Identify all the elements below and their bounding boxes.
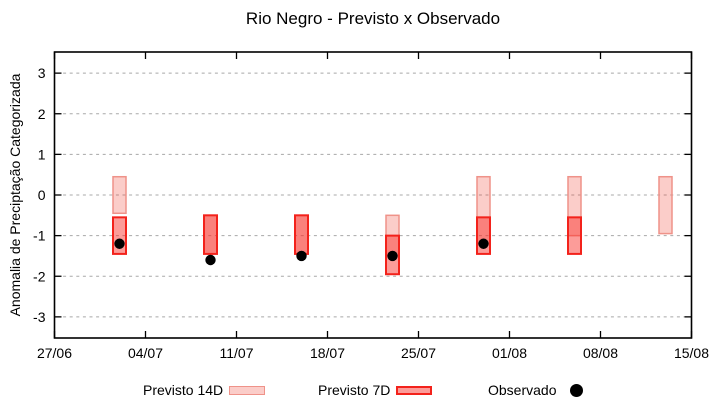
x-tick-label-27/06: 27/06 [37,345,72,361]
previsto7-swatch [396,385,433,395]
legend-item-observado: Observado [488,381,584,399]
y-tick-label--1: -1 [33,228,46,244]
legend-label-previsto7: Previsto 7D [318,382,391,398]
observado-dot-swatch [570,383,584,397]
observado-dot-30/07 [478,238,489,249]
previsto14-swatch [229,385,266,395]
x-tick-label-11/07: 11/07 [220,345,254,361]
y-tick-label-2: 2 [38,106,46,122]
legend-item-previsto14: Previsto 14D [143,381,266,399]
previsto14-bar-13/08 [658,175,673,235]
y-tick-label--3: -3 [33,309,46,325]
x-tick-label-25/07: 25/07 [401,345,436,361]
observado-dot-16/07 [296,250,307,262]
chart-title: Rio Negro - Previsto x Observado [245,9,501,28]
observado-dot-09/07 [205,254,216,266]
y-tick-label-1: 1 [38,146,46,162]
observado-dot-02/07 [114,238,125,249]
y-tick-label--2: -2 [33,268,46,284]
legend: Previsto 14D Previsto 7D Observado [0,381,720,399]
x-tick-label-18/07: 18/07 [310,345,345,361]
legend-item-previsto7: Previsto 7D [318,381,433,399]
observado-dot-23/07 [387,250,398,262]
legend-label-previsto14: Previsto 14D [143,382,224,398]
x-tick-label-15/08: 15/08 [674,345,709,361]
x-tick-label-08/08: 08/08 [583,345,618,361]
previsto7-bar-09/07 [203,214,218,255]
legend-label-observado: Observado [488,382,557,398]
previsto7-bar-06/08 [567,216,582,255]
y-tick-label-0: 0 [38,187,46,203]
previsto7-bar-16/07 [294,214,309,255]
previsto14-bar-02/07 [112,175,127,215]
previsto14-bar-06/08 [567,175,582,237]
x-tick-label-04/07: 04/07 [128,345,163,361]
y-tick-label-3: 3 [38,65,46,81]
x-tick-label-01/08: 01/08 [492,345,527,361]
